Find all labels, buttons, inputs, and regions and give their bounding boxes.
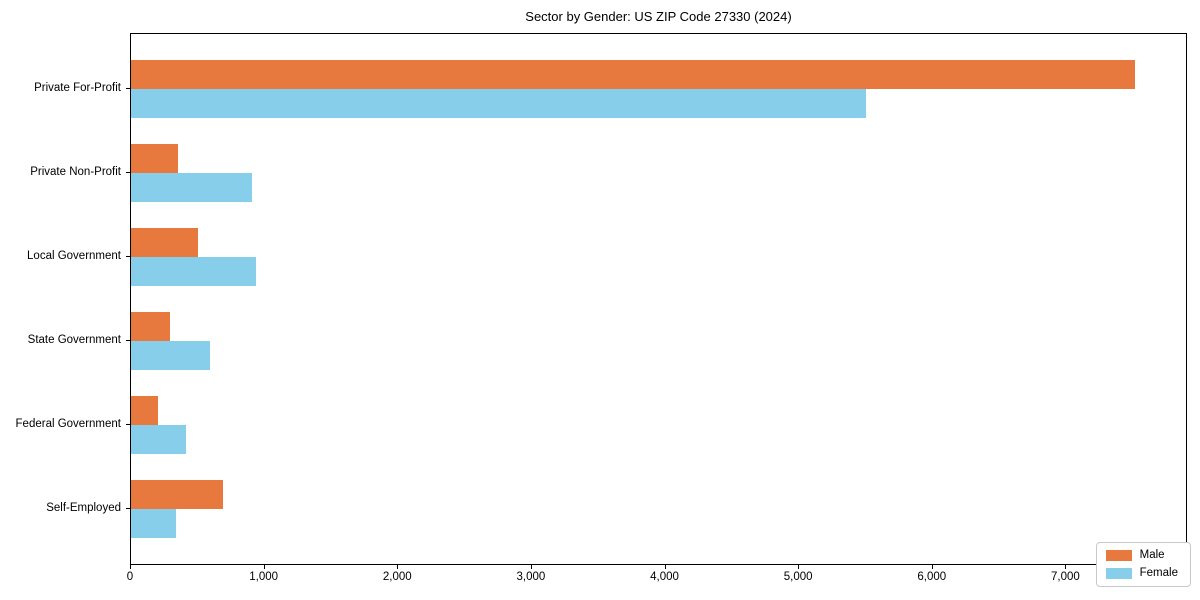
y-label-self-employed: Self-Employed: [46, 502, 121, 514]
x-tick-3000: [530, 565, 532, 569]
bar-female-self-employed: [131, 509, 176, 538]
legend-label-female: Female: [1139, 566, 1178, 579]
y-label-state-government: State Government: [27, 334, 121, 346]
chart-title: Sector by Gender: US ZIP Code 27330 (202…: [525, 9, 792, 24]
y-tick-local-government: [126, 256, 130, 257]
legend: Male Female: [1095, 542, 1191, 587]
legend-entry-male: Male: [1105, 549, 1178, 562]
bar-male-self-employed: [131, 480, 224, 509]
x-tick-2000: [397, 565, 399, 569]
bar-male-state-government: [131, 312, 170, 341]
legend-entry-female: Female: [1105, 566, 1178, 580]
bar-male-private-non-profit: [131, 144, 179, 173]
y-label-federal-government: Federal Government: [15, 418, 121, 430]
y-tick-private-for-profit: [126, 88, 130, 89]
bar-female-private-for-profit: [131, 89, 866, 118]
y-tick-federal-government: [126, 424, 130, 425]
bar-male-federal-government: [131, 396, 158, 425]
bar-female-private-non-profit: [131, 173, 252, 202]
y-label-private-for-profit: Private For-Profit: [34, 82, 121, 94]
y-label-private-non-profit: Private Non-Profit: [30, 166, 121, 178]
x-tick-0: [130, 565, 131, 569]
legend-swatch-female: [1105, 567, 1132, 579]
x-tick-4000: [664, 565, 666, 569]
x-tick-label-2000: 2,000: [382, 571, 412, 583]
x-tick-7000: [1065, 565, 1067, 569]
x-tick-label-7000: 7,000: [1051, 571, 1080, 583]
y-tick-private-non-profit: [126, 172, 130, 173]
y-label-local-government: Local Government: [27, 250, 121, 262]
x-tick-label-6000: 6,000: [917, 571, 947, 583]
x-tick-1000: [263, 565, 265, 569]
legend-label-male: Male: [1139, 549, 1165, 561]
x-tick-label-1000: 1,000: [249, 571, 279, 583]
x-tick-label-3000: 3,000: [516, 571, 546, 583]
x-tick-label-5000: 5,000: [783, 571, 813, 583]
x-tick-5000: [798, 565, 800, 569]
x-tick-label-4000: 4,000: [650, 571, 679, 583]
bar-female-local-government: [131, 257, 257, 286]
y-tick-self-employed: [126, 508, 130, 509]
plot-area: [130, 33, 1187, 565]
bar-female-federal-government: [131, 425, 186, 454]
x-tick-6000: [931, 565, 933, 569]
x-tick-label-0: 0: [126, 571, 134, 583]
bar-male-private-for-profit: [131, 60, 1136, 89]
legend-swatch-male: [1105, 550, 1132, 562]
bar-female-state-government: [131, 341, 211, 370]
bar-male-local-government: [131, 228, 198, 257]
y-tick-state-government: [126, 340, 130, 341]
